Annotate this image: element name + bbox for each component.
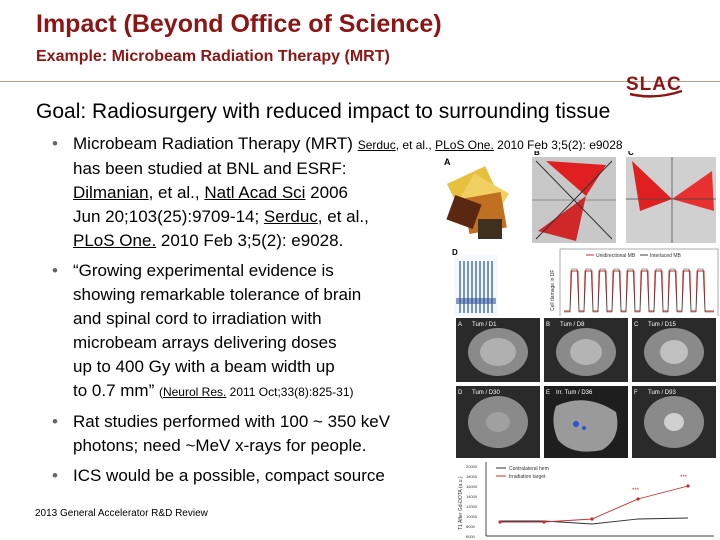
panel-b-image (532, 157, 616, 243)
signal-time-course-plot: T1 After Gd-DOTA (a.u.) 20000 18000 1600… (458, 462, 714, 539)
legend-unidirectional: Unidirectional MB (596, 253, 636, 259)
panel-d-beam-array (454, 255, 498, 317)
svg-text:Tum / D15: Tum / D15 (648, 322, 676, 328)
microbeam-figure: A B C (436, 151, 720, 319)
reference-link-plos-one[interactable]: PLoS One. (435, 138, 494, 152)
significance-stars-2: *** (680, 475, 688, 481)
rat-mri-figure: A Tum / D1 B Tum / D8 C Tum / D15 D Tum … (452, 316, 720, 540)
panel-c-image (626, 157, 716, 243)
bullet-line: to 0.7 mm” (Neurol Res. 2011 Oct;33(8):8… (73, 381, 354, 400)
series-contralateral (500, 517, 689, 525)
significance-stars: *** (632, 488, 640, 494)
svg-text:6000: 6000 (466, 534, 476, 539)
reference-link-dilmanian[interactable]: Dilmanian (73, 183, 149, 202)
dose-profile-ylabel: Cell damage in DF (550, 270, 556, 311)
slac-logo-swoosh (629, 89, 683, 98)
plot-ylabel: T1 After Gd-DOTA (a.u.) (458, 476, 464, 530)
bullet-line: PLoS One. 2010 Feb 3;5(2): e9028. (73, 231, 344, 250)
bullet-dot-icon: • (52, 134, 58, 153)
slac-logo-text: SLAC (626, 74, 682, 95)
bullet-line: microbeam arrays delivering doses (73, 333, 337, 352)
mri-panel-e: E Irr. Tum / D36 (544, 386, 628, 458)
svg-text:10000: 10000 (466, 514, 478, 519)
bullet-dot-icon: • (52, 466, 58, 485)
mri-panel-a: A Tum / D1 (456, 318, 540, 382)
reference-link-plos-one-2[interactable]: PLoS One. (73, 231, 157, 250)
svg-text:D: D (458, 390, 463, 396)
bullet-line: has been studied at BNL and ESRF: (73, 159, 347, 178)
svg-text:Tum / D30: Tum / D30 (472, 390, 500, 396)
dose-profile-interlaced (564, 268, 714, 313)
bullet-line: Dilmanian, et al., Natl Acad Sci 2006 (73, 183, 348, 202)
svg-text:14000: 14000 (466, 494, 478, 499)
panel-a-label: A (444, 157, 451, 167)
bullet-evidence-quote: • “Growing experimental evidence is show… (52, 259, 720, 404)
svg-text:18000: 18000 (466, 474, 478, 479)
svg-text:C: C (634, 322, 639, 328)
title-rule (0, 81, 720, 82)
svg-text:A: A (458, 322, 462, 328)
slide-title: Impact (Beyond Office of Science) (36, 10, 442, 38)
reference-link-serduc[interactable]: Serduc (357, 138, 396, 152)
panel-b-label: B (534, 151, 540, 157)
reference-link-natl-acad-sci[interactable]: Natl Acad Sci (204, 183, 306, 202)
mri-panel-b: B Tum / D8 (544, 318, 628, 382)
dose-profile-plot: Unidirectional MB Interlaced MB Cell dam… (550, 248, 719, 318)
reference-link-neurol-res[interactable]: Neurol Res. (162, 385, 227, 399)
panel-c-label: C (628, 151, 634, 157)
panel-a-crossed-beams (446, 166, 509, 239)
svg-text:Irr. Tum / D36: Irr. Tum / D36 (556, 390, 593, 396)
bullet-line: ICS would be a possible, compact source (73, 466, 385, 485)
svg-text:12000: 12000 (466, 504, 478, 509)
bullet-rat-studies: • Rat studies performed with 100 ~ 350 k… (52, 410, 720, 458)
bullet-line: and spinal cord to irradiation with (73, 309, 322, 328)
bullet-dot-icon: • (52, 412, 58, 431)
slac-logo: SLAC (626, 74, 683, 98)
bullet-ics-source: • ICS would be a possible, compact sourc… (52, 464, 720, 488)
slide-subtitle: Example: Microbeam Radiation Therapy (MR… (36, 48, 390, 65)
mri-panel-c: C Tum / D15 (632, 318, 716, 382)
mri-panel-d: D Tum / D30 (456, 386, 540, 458)
bullet-line: Rat studies performed with 100 ~ 350 keV (73, 412, 391, 431)
reference-link-serduc-2[interactable]: Serduc (263, 207, 318, 226)
legend-interlaced: Interlaced MB (650, 253, 682, 259)
svg-text:E: E (546, 390, 550, 396)
bullet-line: Microbeam Radiation Therapy (MRT) Serduc… (73, 134, 623, 153)
svg-text:20000: 20000 (466, 464, 478, 469)
bullet-line: Jun 20;103(25):9709-14; Serduc, et al., (73, 207, 369, 226)
svg-text:Tum / D93: Tum / D93 (648, 390, 676, 396)
footer-text: 2013 General Accelerator R&D Review (35, 508, 208, 519)
svg-text:Tum / D8: Tum / D8 (560, 322, 585, 328)
mri-panel-f: F Tum / D93 (632, 386, 716, 458)
bullet-dot-icon: • (52, 261, 58, 280)
bullet-line: photons; need ~MeV x-rays for people. (73, 436, 367, 455)
legend-target: Irradiation target (509, 474, 546, 480)
svg-text:B: B (546, 322, 550, 328)
bullet-line: showing remarkable tolerance of brain (73, 285, 362, 304)
svg-text:Tum / D1: Tum / D1 (472, 322, 497, 328)
svg-text:F: F (634, 390, 638, 396)
bullet-line: “Growing experimental evidence is (73, 261, 334, 280)
goal-statement: Goal: Radiosurgery with reduced impact t… (36, 100, 611, 123)
bullet-mrt-studies: • Microbeam Radiation Therapy (MRT) Serd… (52, 132, 720, 253)
legend-contralateral: Contralateral hem (509, 466, 549, 472)
svg-text:16000: 16000 (466, 484, 478, 489)
svg-text:8000: 8000 (466, 524, 476, 529)
bullet-line: up to 400 Gy with a beam width up (73, 357, 335, 376)
bullet-list: • Microbeam Radiation Therapy (MRT) Serd… (52, 132, 720, 494)
panel-d-label: D (452, 248, 458, 257)
